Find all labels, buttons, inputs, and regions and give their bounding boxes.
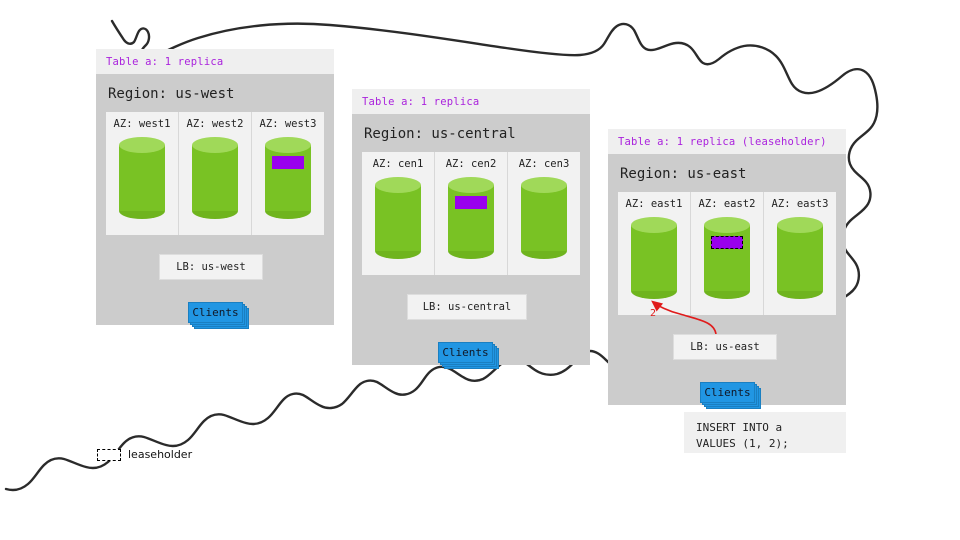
az-label-cen1: AZ: cen1	[372, 158, 424, 170]
az-cell-west3[interactable]: AZ: west3	[252, 112, 324, 235]
az-label-west2: AZ: west2	[186, 118, 244, 130]
az-cell-east1[interactable]: AZ: east1	[618, 192, 691, 315]
az-cell-east2[interactable]: AZ: east2	[691, 192, 764, 315]
node-cylinder-east2[interactable]	[704, 217, 750, 299]
az-cell-west1[interactable]: AZ: west1	[106, 112, 179, 235]
panel-body-us-west: Region: us-west AZ: west1 AZ: west2	[96, 74, 334, 329]
node-cylinder-cen2[interactable]	[448, 177, 494, 259]
node-cylinder-east1[interactable]	[631, 217, 677, 299]
node-cylinder-west2[interactable]	[192, 137, 238, 219]
region-title-us-west: Region: us-west	[108, 86, 235, 102]
clients-button-us-west[interactable]: Clients	[188, 302, 243, 323]
az-cell-west2[interactable]: AZ: west2	[179, 112, 252, 235]
az-row-us-west: AZ: west1 AZ: west2	[106, 112, 324, 235]
replica-marker-cen2	[455, 196, 487, 209]
node-cylinder-cen1[interactable]	[375, 177, 421, 259]
panel-header-us-central: Table a: 1 replica	[352, 89, 590, 114]
sql-statement-box: INSERT INTO a VALUES (1, 2);	[684, 412, 846, 453]
az-cell-east3[interactable]: AZ: east3	[764, 192, 836, 315]
panel-body-us-central: Region: us-central AZ: cen1 AZ: cen2	[352, 114, 590, 369]
arrow-step-label-2: 2	[650, 308, 657, 319]
az-label-west1: AZ: west1	[113, 118, 171, 130]
node-cylinder-west1[interactable]	[119, 137, 165, 219]
region-title-us-east: Region: us-east	[620, 166, 747, 182]
node-cylinder-west3[interactable]	[265, 137, 311, 219]
clients-us-central[interactable]: Clients	[438, 342, 500, 370]
dashed-rect-icon	[97, 448, 121, 461]
replica-marker-west3	[272, 156, 304, 169]
load-balancer-us-west[interactable]: LB: us-west	[159, 254, 263, 280]
panel-body-us-east: Region: us-east AZ: east1 AZ: east2	[608, 154, 846, 409]
clients-button-us-east[interactable]: Clients	[700, 382, 755, 403]
az-label-cen2: AZ: cen2	[445, 158, 497, 170]
az-label-east1: AZ: east1	[625, 198, 683, 210]
region-panel-us-east: Table a: 1 replica (leaseholder) Region:…	[608, 129, 846, 409]
az-label-west3: AZ: west3	[259, 118, 317, 130]
load-balancer-us-central[interactable]: LB: us-central	[407, 294, 527, 320]
az-label-east2: AZ: east2	[698, 198, 756, 210]
az-cell-cen3[interactable]: AZ: cen3	[508, 152, 580, 275]
region-panel-us-central: Table a: 1 replica Region: us-central AZ…	[352, 89, 590, 369]
leaseholder-marker-east2	[711, 236, 743, 249]
legend-label: leaseholder	[128, 448, 193, 461]
az-row-us-central: AZ: cen1 AZ: cen2	[362, 152, 580, 275]
request-routing-arrow	[651, 300, 717, 335]
az-cell-cen2[interactable]: AZ: cen2	[435, 152, 508, 275]
panel-header-us-east: Table a: 1 replica (leaseholder)	[608, 129, 846, 154]
az-label-east3: AZ: east3	[771, 198, 829, 210]
az-label-cen3: AZ: cen3	[518, 158, 570, 170]
clients-button-us-central[interactable]: Clients	[438, 342, 493, 363]
node-cylinder-east3[interactable]	[777, 217, 823, 299]
az-cell-cen1[interactable]: AZ: cen1	[362, 152, 435, 275]
panel-header-us-west: Table a: 1 replica	[96, 49, 334, 74]
load-balancer-us-east[interactable]: LB: us-east	[673, 334, 777, 360]
legend: leaseholder	[97, 448, 192, 461]
clients-us-east[interactable]: Clients	[700, 382, 762, 410]
az-row-us-east: AZ: east1 AZ: east2	[618, 192, 836, 315]
region-title-us-central: Region: us-central	[364, 126, 516, 142]
region-panel-us-west: Table a: 1 replica Region: us-west AZ: w…	[96, 49, 334, 329]
clients-us-west[interactable]: Clients	[188, 302, 250, 330]
node-cylinder-cen3[interactable]	[521, 177, 567, 259]
